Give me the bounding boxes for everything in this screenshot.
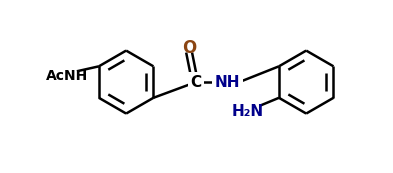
Text: C: C bbox=[191, 75, 202, 90]
Text: AcNH: AcNH bbox=[46, 69, 88, 83]
Text: NH: NH bbox=[215, 75, 240, 90]
Text: O: O bbox=[182, 39, 196, 57]
Text: H₂N: H₂N bbox=[232, 104, 264, 119]
